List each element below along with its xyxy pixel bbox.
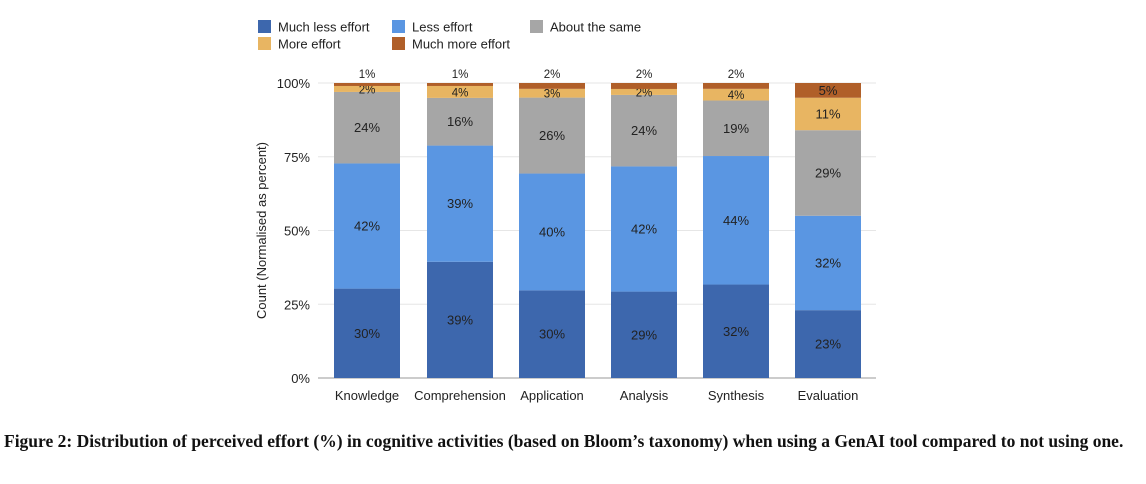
y-tick-label: 50% bbox=[284, 224, 310, 239]
data-label: 32% bbox=[815, 255, 841, 270]
data-label: 3% bbox=[544, 89, 561, 101]
legend-label: More effort bbox=[278, 37, 341, 52]
data-label: 2% bbox=[728, 69, 745, 81]
bar-segment bbox=[795, 83, 861, 98]
bar-segment bbox=[611, 291, 677, 378]
data-label: 2% bbox=[544, 69, 561, 81]
data-label: 26% bbox=[539, 128, 565, 143]
x-tick-label: Knowledge bbox=[335, 388, 399, 403]
legend-label: Less effort bbox=[412, 20, 473, 35]
bar-segment bbox=[611, 88, 677, 95]
bar-segment bbox=[334, 85, 400, 92]
bar-segment bbox=[611, 83, 677, 89]
data-label: 11% bbox=[815, 106, 840, 121]
data-label: 4% bbox=[728, 90, 745, 102]
bar-segment bbox=[611, 94, 677, 167]
bar-segment bbox=[427, 261, 493, 378]
data-label: 19% bbox=[723, 121, 749, 136]
data-label: 5% bbox=[819, 83, 838, 98]
bar-segment bbox=[703, 156, 769, 285]
bar-segment bbox=[334, 83, 400, 86]
data-label: 42% bbox=[631, 222, 657, 237]
y-tick-label: 0% bbox=[291, 371, 310, 386]
bar-segment bbox=[703, 100, 769, 157]
bar-segment bbox=[334, 163, 400, 289]
y-axis-label: Count (Normalised as percent) bbox=[254, 142, 269, 319]
data-label: 23% bbox=[815, 337, 841, 352]
bar-segment bbox=[703, 284, 769, 378]
data-label: 30% bbox=[539, 327, 565, 342]
data-label: 16% bbox=[447, 114, 473, 129]
legend-swatch bbox=[530, 20, 543, 33]
data-label: 24% bbox=[354, 120, 380, 135]
data-label: 4% bbox=[452, 87, 469, 99]
y-tick-label: 75% bbox=[284, 150, 310, 165]
data-label: 44% bbox=[723, 213, 749, 228]
bar-segment bbox=[795, 130, 861, 216]
bar-segment bbox=[795, 310, 861, 378]
legend-swatch bbox=[258, 37, 271, 50]
legend-label: About the same bbox=[550, 20, 641, 35]
x-tick-label: Evaluation bbox=[798, 388, 859, 403]
bar-segment bbox=[703, 88, 769, 101]
bar-segment bbox=[519, 88, 585, 98]
x-tick-label: Analysis bbox=[620, 388, 669, 403]
data-label: 39% bbox=[447, 196, 473, 211]
bar-segment bbox=[427, 145, 493, 262]
bar-segment bbox=[611, 166, 677, 292]
data-label: 42% bbox=[354, 219, 380, 234]
data-label: 40% bbox=[539, 224, 565, 239]
y-tick-label: 25% bbox=[284, 297, 310, 312]
data-label: 2% bbox=[636, 69, 653, 81]
data-label: 24% bbox=[631, 123, 657, 138]
bar-segment bbox=[427, 97, 493, 146]
bar-segment bbox=[427, 85, 493, 98]
x-tick-label: Synthesis bbox=[708, 388, 765, 403]
bar-segment bbox=[334, 91, 400, 164]
legend-label: Much more effort bbox=[412, 37, 510, 52]
data-label: 2% bbox=[359, 84, 376, 96]
data-label: 30% bbox=[354, 326, 380, 341]
data-label: 1% bbox=[359, 69, 376, 81]
x-tick-label: Comprehension bbox=[414, 388, 506, 403]
stacked-bar-chart: 0% 25% 50% 75% 100% Count (Normalised as perc… bbox=[254, 20, 876, 403]
data-label: 1% bbox=[452, 69, 469, 81]
data-label: 2% bbox=[636, 87, 653, 99]
bar-segment bbox=[795, 97, 861, 131]
bar-segment bbox=[427, 83, 493, 86]
bar-segment bbox=[519, 173, 585, 291]
legend-swatch bbox=[258, 20, 271, 33]
data-label: 29% bbox=[815, 165, 841, 180]
legend-swatch bbox=[392, 20, 405, 33]
figure-caption: Figure 2: Distribution of perceived effo… bbox=[4, 431, 1124, 451]
legend-swatch bbox=[392, 37, 405, 50]
bar-segment bbox=[519, 97, 585, 174]
bar-segment bbox=[703, 83, 769, 89]
bar-segment bbox=[519, 83, 585, 89]
legend-label: Much less effort bbox=[278, 20, 370, 35]
bar-segment bbox=[795, 215, 861, 311]
data-label: 39% bbox=[447, 312, 473, 327]
data-label: 29% bbox=[631, 327, 657, 342]
data-label: 32% bbox=[723, 324, 749, 339]
x-tick-label: Application bbox=[520, 388, 584, 403]
bar-segment bbox=[334, 288, 400, 378]
bar-segment bbox=[519, 290, 585, 378]
y-tick-label: 100% bbox=[277, 76, 311, 91]
